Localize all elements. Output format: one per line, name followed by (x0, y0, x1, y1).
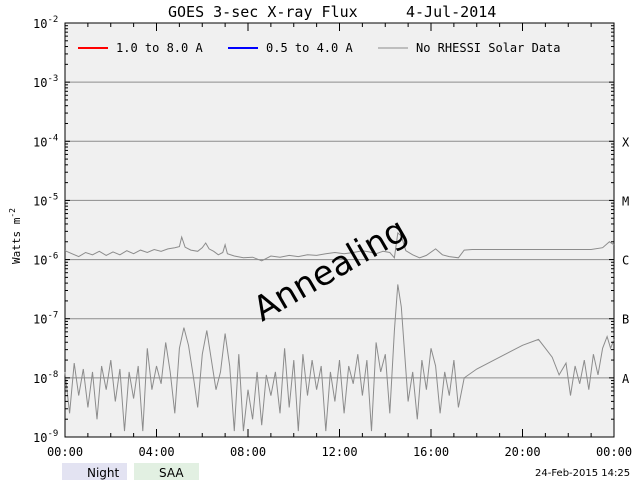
saa-indicator-label: SAA (159, 466, 184, 480)
y-tick-label: 10-6 (33, 252, 58, 268)
legend: 1.0 to 8.0 A 0.5 to 4.0 A No RHESSI Solar … (78, 41, 561, 55)
x-tick-label: 12:00 (321, 445, 357, 459)
flare-class-labels: X M C B A (622, 135, 630, 386)
flux-series-1 (64, 232, 615, 262)
y-axis-ticks: 10-2 10-3 10-4 10-5 10-6 10-7 10-8 10-9 (33, 15, 614, 445)
x-tick-label: 00:00 (47, 445, 83, 459)
x-axis-ticks: 00:00 04:00 08:00 12:00 16:00 20:00 00:00 (47, 23, 632, 459)
series-layer (64, 232, 615, 432)
chart-date: 4-Jul-2014 (406, 3, 496, 21)
x-tick-label: 00:00 (596, 445, 632, 459)
chart-title: GOES 3-sec X-ray Flux (168, 3, 358, 21)
y-axis-label-exponent: -2 (8, 208, 17, 218)
generation-timestamp: 24-Feb-2015 14:25 (535, 468, 630, 479)
flare-class-A: A (622, 372, 630, 386)
x-tick-label: 08:00 (230, 445, 266, 459)
plot-area (64, 22, 615, 438)
legend-label: 1.0 to 8.0 A (116, 41, 203, 55)
flare-class-B: B (622, 313, 629, 327)
night-indicator-box (62, 463, 127, 480)
y-axis-label-text: Watts m (10, 217, 23, 264)
y-tick-label: 10-3 (33, 74, 58, 90)
y-tick-label: 10-4 (33, 133, 58, 149)
flux-series-2 (64, 284, 615, 432)
legend-label: 0.5 to 4.0 A (266, 41, 353, 55)
y-tick-label: 10-9 (33, 429, 58, 445)
saa-indicator-box (134, 463, 199, 480)
y-axis-label: Watts m-2 (8, 208, 23, 264)
y-tick-label: 10-2 (33, 15, 58, 31)
legend-label: No RHESSI Solar Data (416, 41, 561, 55)
y-tick-label: 10-5 (33, 192, 58, 208)
y-tick-label: 10-7 (33, 311, 58, 327)
flare-class-M: M (622, 194, 629, 208)
flare-class-X: X (622, 135, 630, 149)
night-indicator-label: Night (87, 466, 120, 480)
x-tick-label: 04:00 (138, 445, 174, 459)
x-tick-label: 16:00 (413, 445, 449, 459)
x-tick-label: 20:00 (504, 445, 540, 459)
flare-class-C: C (622, 254, 629, 268)
svg-text:Watts m-2: Watts m-2 (8, 208, 23, 264)
y-tick-label: 10-8 (33, 370, 58, 386)
grid-lines (65, 81, 614, 379)
